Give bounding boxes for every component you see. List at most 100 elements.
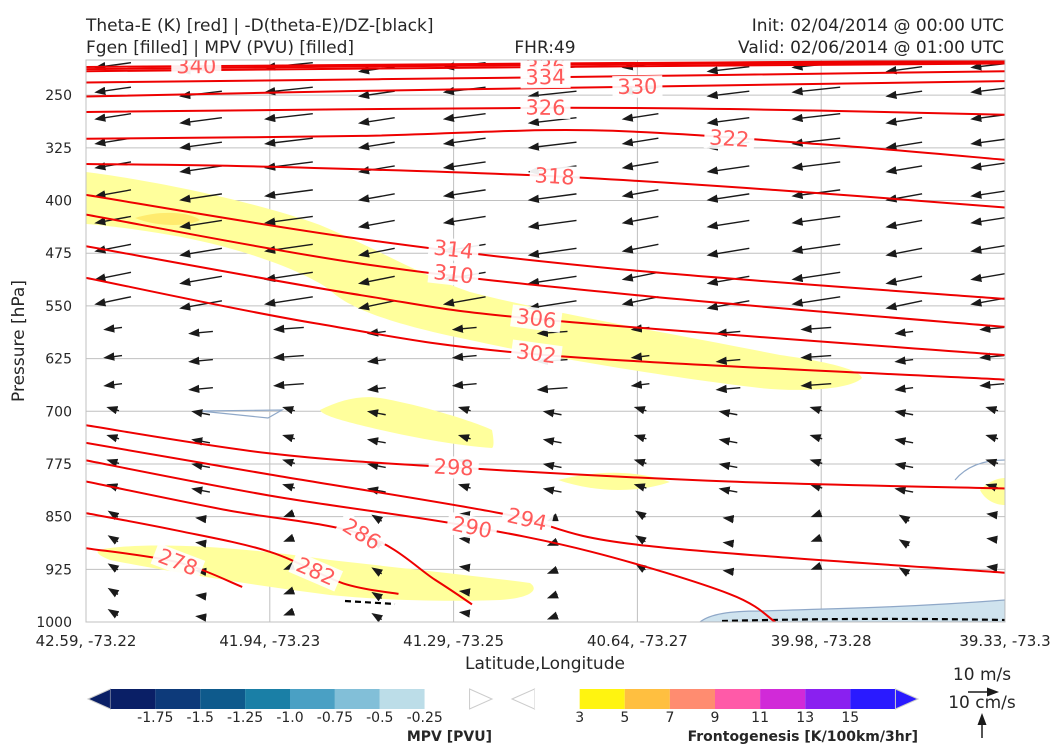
wind-vector	[527, 141, 577, 151]
wind-vector	[451, 380, 477, 390]
wind-vector	[810, 509, 823, 518]
colorbar-tick-label: -0.5	[366, 710, 393, 726]
wind-vector	[722, 514, 735, 524]
wind-vector	[791, 113, 841, 123]
y-tick-label: 475	[45, 246, 72, 262]
wind-vector	[195, 592, 207, 601]
contour-label-306: 306	[515, 304, 558, 333]
wind-vector	[810, 561, 823, 570]
wind-vector	[442, 137, 486, 147]
wind-vector	[179, 275, 223, 286]
wind-vector	[706, 247, 750, 258]
wind-vector	[179, 165, 222, 175]
wind-vector	[458, 510, 471, 520]
wind-vector	[188, 384, 213, 394]
y-tick-label: 1000	[36, 615, 72, 631]
wind-vector	[718, 461, 738, 471]
wind-vector	[970, 216, 1005, 226]
wind-vector	[527, 219, 577, 230]
y-tick-label: 925	[45, 562, 72, 578]
wind-vector	[985, 458, 999, 467]
colorbar-segment	[379, 689, 425, 709]
wind-vector	[722, 567, 735, 577]
colorbar-tick-label: 13	[796, 710, 814, 726]
wind-vector	[791, 215, 841, 226]
wind-vector	[898, 567, 911, 577]
wind-vector	[357, 300, 395, 311]
wind-vector	[179, 247, 223, 258]
y-axis-label: Pressure [hPa]	[9, 280, 29, 402]
y-tick-label: 775	[45, 457, 72, 473]
wind-vector	[264, 137, 313, 147]
wind-vector	[188, 328, 213, 337]
mpv-colorbar: -1.75 -1.5 -1.25 -1.0 -0.75 -0.5 -0.25	[86, 688, 494, 726]
wind-vector	[357, 219, 395, 230]
colorbar-extend-min	[510, 688, 536, 710]
wind-vector	[621, 243, 659, 254]
theta-e-contour-330	[86, 80, 1005, 98]
contour-label-backing	[612, 75, 663, 99]
wind-vector	[366, 486, 386, 495]
contour-label-314: 314	[432, 235, 475, 263]
wind-vector	[366, 356, 386, 365]
wind-vector	[985, 406, 999, 415]
wind-vector	[800, 380, 832, 390]
wind-vector	[366, 437, 386, 446]
wind-vector	[191, 461, 211, 471]
y-tick-label: 625	[45, 352, 72, 368]
wind-vector	[357, 141, 395, 151]
wind-vector	[621, 296, 659, 307]
wind-vector	[527, 90, 577, 100]
x-tick-label: 39.33, -73.3	[959, 632, 1050, 650]
colorbar-segment	[760, 689, 806, 709]
contour-label-backing	[510, 304, 563, 333]
contour-label-backing	[703, 126, 755, 152]
mpv-contour-small	[199, 409, 285, 419]
y-tick-label: 325	[45, 141, 72, 157]
wind-vector	[791, 86, 841, 96]
forecast-hour-label: FHR:49	[514, 38, 575, 58]
wind-vector	[371, 612, 384, 622]
wind-vector	[635, 535, 647, 545]
wind-vector	[718, 437, 738, 446]
colorbar-segment	[669, 689, 715, 709]
wind-vector	[970, 86, 1005, 96]
wind-vector	[894, 384, 914, 393]
wind-vector	[706, 66, 750, 75]
mpv-fill-surface-right	[699, 599, 1005, 622]
wind-vector	[366, 384, 386, 393]
colorbar-segment	[290, 689, 335, 709]
wind-vector	[357, 90, 395, 100]
wind-vector	[107, 535, 120, 545]
x-tick-label: 39.98, -73.28	[771, 632, 872, 650]
wind-vector	[542, 486, 562, 495]
wind-vector	[800, 324, 832, 334]
init-time-label: Init: 02/04/2014 @ 00:00 UTC	[752, 16, 1004, 36]
theta-e-contour-310	[86, 213, 1005, 328]
contour-label-302: 302	[515, 339, 558, 368]
wind-vector	[273, 380, 304, 390]
wind-vector	[264, 86, 313, 96]
contour-label-backing	[520, 96, 571, 120]
wind-vector	[894, 437, 914, 446]
title-left-line-1: Theta-E (K) [red] | -D(theta-E)/DZ-[blac…	[85, 16, 434, 36]
wind-vector	[894, 328, 914, 337]
wind-vector	[970, 113, 1005, 122]
colorbar-segment	[805, 689, 851, 709]
wind-vector	[536, 384, 568, 394]
wind-vector	[357, 247, 395, 258]
wind-vector	[264, 189, 313, 199]
wind-vector	[179, 193, 223, 203]
colorbar-segment	[715, 689, 761, 709]
wind-vector	[458, 609, 471, 618]
wind-vector	[357, 165, 395, 175]
wind-vector	[706, 165, 750, 175]
colorbar-segment	[850, 689, 896, 709]
colorbar-tick-label: -1.75	[137, 710, 173, 726]
wind-vector	[809, 458, 823, 467]
colorbar-segment	[200, 689, 246, 709]
wind-vector	[94, 296, 132, 307]
vector-key-horizontal-label: 10 m/s	[953, 665, 1011, 685]
wind-vector	[791, 243, 841, 254]
